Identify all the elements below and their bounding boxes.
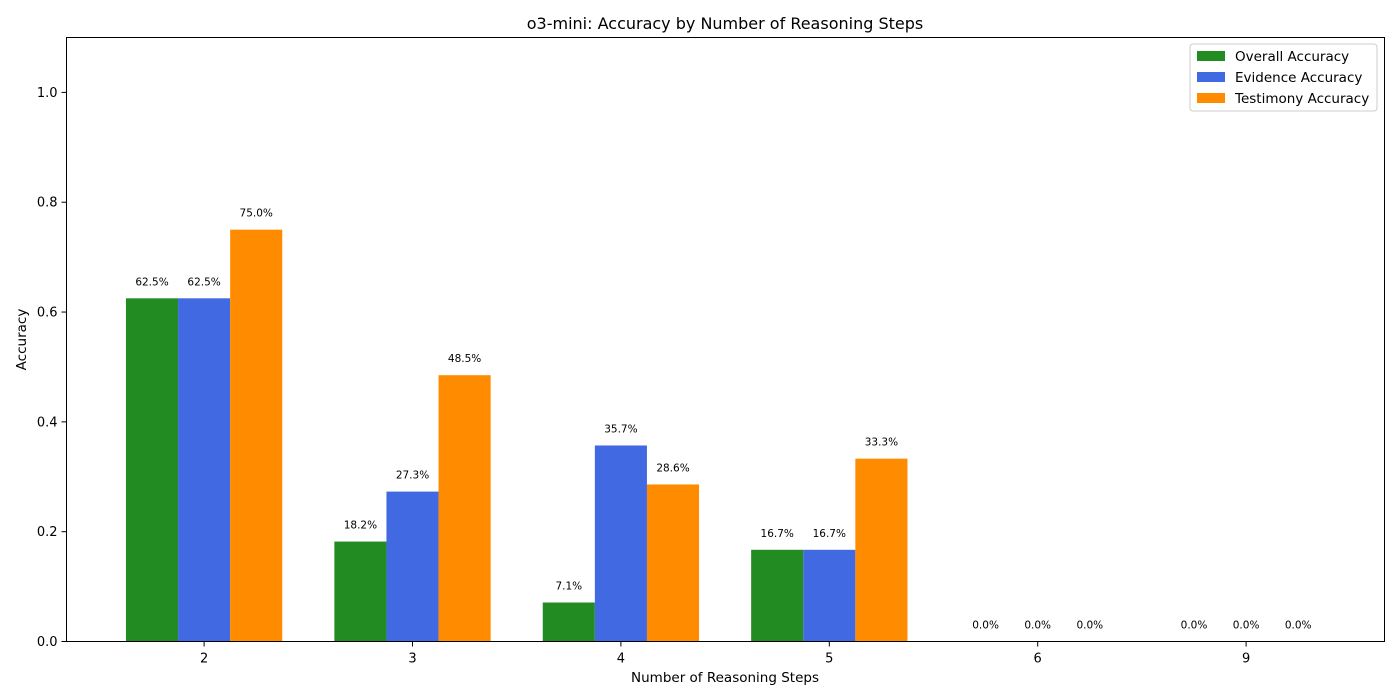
bar-evidence-accuracy-4 xyxy=(594,445,647,642)
x-tick-label: 5 xyxy=(825,652,833,667)
bar-value-label: 0.0% xyxy=(1233,620,1260,632)
bar-value-label: 0.0% xyxy=(1024,620,1051,632)
bar-value-label: 0.0% xyxy=(1181,620,1208,632)
legend-swatch xyxy=(1197,72,1225,82)
bar-labels-group: 62.5% 18.2% 7.1% 16.7% 0.0% 0.0% 62.5% 27.3% 35.… xyxy=(135,208,1311,632)
legend-label: Overall Accuracy xyxy=(1235,49,1349,65)
bar-value-label: 75.0% xyxy=(240,208,273,220)
bar-value-label: 35.7% xyxy=(604,423,637,435)
bar-overall-accuracy-5 xyxy=(751,549,804,642)
bars-group xyxy=(125,229,908,642)
bar-evidence-accuracy-2 xyxy=(178,298,231,642)
bar-value-label: 62.5% xyxy=(187,276,220,288)
bar-testimony-accuracy-5 xyxy=(855,458,908,642)
bar-evidence-accuracy-5 xyxy=(803,549,856,642)
y-tick-label: 0.0 xyxy=(37,635,58,650)
legend: Overall Accuracy Evidence Accuracy Testimo… xyxy=(1189,43,1378,112)
bar-value-label: 33.3% xyxy=(865,437,898,449)
bar-value-label: 27.3% xyxy=(396,470,429,482)
x-axis: 2 3 4 5 6 9 xyxy=(200,641,1250,667)
bar-testimony-accuracy-2 xyxy=(230,229,283,642)
y-tick-label: 0.8 xyxy=(37,196,58,211)
y-tick-label: 0.4 xyxy=(37,415,58,430)
y-tick-label: 0.2 xyxy=(37,525,58,540)
bar-evidence-accuracy-3 xyxy=(386,491,439,642)
legend-label: Testimony Accuracy xyxy=(1234,91,1369,107)
bar-overall-accuracy-4 xyxy=(542,602,595,642)
legend-swatch xyxy=(1197,93,1225,103)
x-tick-label: 6 xyxy=(1034,652,1042,667)
bar-value-label: 28.6% xyxy=(656,462,689,474)
y-tick-label: 0.6 xyxy=(37,306,58,321)
y-axis: 0.0 0.2 0.4 0.6 0.8 1.0 xyxy=(37,86,67,650)
x-tick-label: 2 xyxy=(200,652,208,667)
bar-overall-accuracy-2 xyxy=(125,298,179,642)
bar-value-label: 16.7% xyxy=(813,528,846,540)
bar-value-label: 0.0% xyxy=(1076,620,1103,632)
bar-overall-accuracy-3 xyxy=(334,541,387,642)
x-tick-label: 9 xyxy=(1242,652,1250,667)
legend-box xyxy=(1189,43,1378,112)
y-tick-label: 1.0 xyxy=(37,86,58,101)
bar-value-label: 7.1% xyxy=(555,581,582,593)
legend-swatch xyxy=(1197,51,1225,61)
bar-value-label: 16.7% xyxy=(761,528,794,540)
x-axis-label: Number of Reasoning Steps xyxy=(631,670,819,686)
bar-value-label: 0.0% xyxy=(972,620,999,632)
chart-title: o3-mini: Accuracy by Number of Reasoning… xyxy=(527,14,923,33)
bar-value-label: 48.5% xyxy=(448,353,481,365)
bar-value-label: 0.0% xyxy=(1285,620,1312,632)
x-tick-label: 3 xyxy=(408,652,416,667)
bar-testimony-accuracy-4 xyxy=(646,484,700,642)
bar-value-label: 62.5% xyxy=(135,276,168,288)
bar-value-label: 18.2% xyxy=(344,520,377,532)
legend-label: Evidence Accuracy xyxy=(1235,70,1362,86)
plot-frame xyxy=(66,37,1385,642)
y-axis-label: Accuracy xyxy=(14,309,30,371)
x-tick-label: 4 xyxy=(617,652,625,667)
bar-testimony-accuracy-3 xyxy=(438,375,491,642)
